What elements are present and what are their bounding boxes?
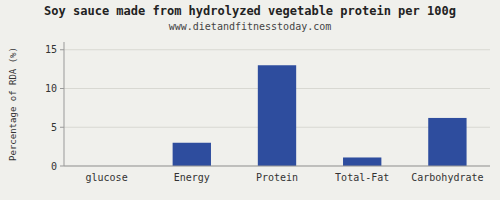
grid-line [64, 166, 490, 167]
bar [428, 118, 466, 166]
x-axis [64, 166, 490, 167]
y-tick [60, 88, 64, 89]
x-tick-label: Energy [174, 172, 210, 183]
grid-line [64, 49, 490, 50]
x-tick-label: Carbohydrate [411, 172, 483, 183]
x-tick-label: Total-Fat [335, 172, 389, 183]
y-tick-label: 5 [51, 122, 57, 133]
chart-container: Soy sauce made from hydrolyzed vegetable… [0, 0, 500, 200]
chart-svg: Soy sauce made from hydrolyzed vegetable… [0, 0, 500, 200]
y-tick [60, 49, 64, 50]
y-tick [60, 166, 64, 167]
bars [173, 65, 467, 166]
x-tick-label: Protein [256, 172, 298, 183]
x-tick-label: glucose [86, 172, 128, 183]
title: Soy sauce made from hydrolyzed vegetable… [44, 4, 456, 18]
y-tick-label: 0 [51, 161, 57, 172]
bar [258, 65, 296, 166]
y-tick [60, 127, 64, 128]
bar [173, 143, 211, 166]
y-axis-label: Percentage of RDA (%) [8, 47, 18, 161]
background [0, 0, 500, 200]
y-axis [64, 42, 65, 166]
bar [343, 157, 381, 166]
y-tick-label: 10 [45, 83, 57, 94]
subtitle: www.dietandfitnesstoday.com [169, 21, 332, 32]
y-tick-label: 15 [45, 44, 57, 55]
